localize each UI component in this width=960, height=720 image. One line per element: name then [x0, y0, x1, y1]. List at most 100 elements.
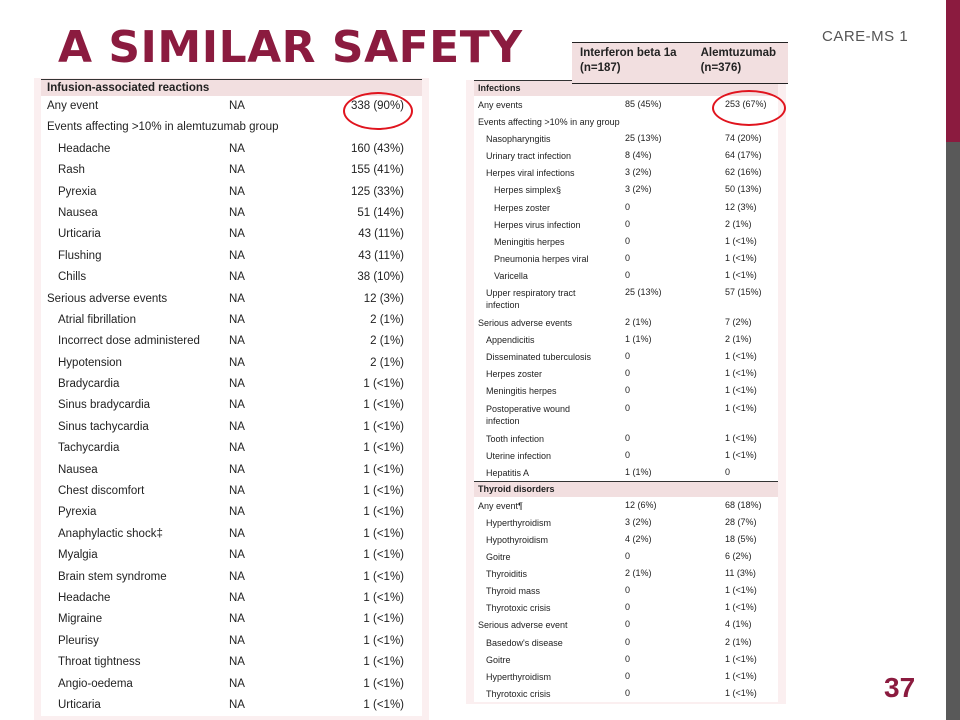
table-row: Tooth infection 0 1 (<1%) — [474, 430, 778, 447]
table-row: Hyperthyroidism 3 (2%) 28 (7%) — [474, 514, 778, 531]
column-header-alemtuzumab-name: Alemtuzumab — [700, 47, 776, 59]
row-interferon-value: 0 — [625, 218, 631, 229]
row-label: Goitre — [486, 654, 511, 665]
row-alemtuzumab-value: 1 (<1%) — [363, 485, 404, 498]
row-interferon-value: NA — [229, 442, 245, 455]
row-label: Appendicitis — [486, 335, 535, 346]
row-alemtuzumab-value: 1 (<1%) — [725, 235, 757, 246]
row-alemtuzumab-value: 1 (<1%) — [363, 634, 404, 647]
table-row: Angio-oedema NA 1 (<1%) — [41, 674, 422, 695]
row-interferon-value: NA — [229, 378, 245, 391]
table-row: Chest discomfort NA 1 (<1%) — [41, 481, 422, 502]
table-row: Basedow's disease 0 2 (1%) — [474, 634, 778, 651]
table-row: Urticaria NA 1 (<1%) — [41, 695, 422, 716]
table-row: Herpes simplex§ 3 (2%) 50 (13%) — [474, 181, 778, 198]
slide-title: A SIMILAR SAFETY — [58, 22, 523, 73]
row-interferon-value: NA — [229, 399, 245, 412]
row-interferon-value: 0 — [625, 602, 631, 613]
row-alemtuzumab-value: 64 (17%) — [725, 150, 762, 161]
table-row: Uterine infection 0 1 (<1%) — [474, 447, 778, 464]
highlight-circle-infusion-any-event — [343, 92, 413, 130]
table-row: Myalgia NA 1 (<1%) — [41, 545, 422, 566]
table-row: Atrial fibrillation NA 2 (1%) — [41, 310, 422, 331]
row-interferon-value: 0 — [625, 585, 631, 596]
table-row: Nasopharyngitis 25 (13%) 74 (20%) — [474, 130, 778, 147]
row-label: Angio-oedema — [58, 677, 133, 690]
row-interferon-value: NA — [229, 656, 245, 669]
row-alemtuzumab-value: 1 (<1%) — [725, 602, 757, 613]
row-label: Any event — [47, 100, 99, 112]
sidebar-accent-bar-top — [946, 0, 960, 142]
row-alemtuzumab-value: 1 (<1%) — [363, 399, 404, 412]
row-interferon-value: 3 (2%) — [625, 167, 652, 178]
row-alemtuzumab-value: 2 (1%) — [370, 356, 404, 369]
row-alemtuzumab-value: 1 (<1%) — [363, 570, 404, 583]
table-row: Pneumonia herpes viral 0 1 (<1%) — [474, 250, 778, 267]
column-header-alemtuzumab-n: (n=376) — [700, 62, 742, 74]
row-interferon-value: NA — [229, 271, 245, 284]
table-row: Events affecting >10% in alemtuzumab gro… — [41, 117, 422, 138]
row-label: Pyrexia — [58, 506, 97, 519]
table-row: Meningitis herpes 0 1 (<1%) — [474, 382, 778, 399]
row-label: Pleurisy — [58, 634, 99, 647]
table-row: Tachycardia NA 1 (<1%) — [41, 438, 422, 459]
row-label: Sinus tachycardia — [58, 420, 149, 433]
row-alemtuzumab-value: 1 (<1%) — [725, 269, 757, 280]
row-alemtuzumab-value: 1 (<1%) — [725, 252, 757, 263]
column-header-interferon-name: Interferon beta 1a — [580, 47, 677, 59]
row-alemtuzumab-value: 1 (<1%) — [363, 677, 404, 690]
row-alemtuzumab-value: 1 (<1%) — [725, 402, 757, 413]
row-interferon-value: 25 (13%) — [625, 287, 662, 298]
row-alemtuzumab-value: 7 (2%) — [725, 317, 752, 328]
table-row: Goitre 0 6 (2%) — [474, 548, 778, 565]
page-number: 37 — [884, 672, 916, 703]
row-interferon-value: NA — [229, 206, 245, 219]
row-interferon-value: 0 — [625, 449, 631, 460]
row-alemtuzumab-value: 12 (3%) — [363, 292, 404, 305]
column-header-interferon: Interferon beta 1a (n=187) — [572, 43, 695, 83]
table-row: Bradycardia NA 1 (<1%) — [41, 374, 422, 395]
row-alemtuzumab-value: 125 (33%) — [350, 185, 404, 198]
row-interferon-value: 0 — [625, 653, 631, 664]
table-row: Pyrexia NA 125 (33%) — [41, 182, 422, 203]
row-label: Events affecting >10% in alemtuzumab gro… — [47, 121, 279, 134]
row-label: Tachycardia — [58, 442, 120, 455]
row-label: Uterine infection — [486, 450, 552, 461]
row-alemtuzumab-value: 4 (1%) — [725, 619, 752, 630]
row-interferon-value: 3 (2%) — [625, 516, 652, 527]
row-label: Herpes zoster — [494, 202, 551, 213]
table-row: Headache NA 1 (<1%) — [41, 588, 422, 609]
row-interferon-value: 0 — [625, 252, 631, 263]
row-interferon-value: NA — [229, 485, 245, 498]
infusion-reactions-table: Infusion-associated reactions Any event N… — [41, 79, 422, 717]
row-label: Headache — [58, 591, 111, 604]
row-alemtuzumab-value: 6 (2%) — [725, 551, 752, 562]
table-row: Thyroiditis 2 (1%) 11 (3%) — [474, 565, 778, 582]
row-alemtuzumab-value: 1 (<1%) — [363, 506, 404, 519]
table-row: Meningitis herpes 0 1 (<1%) — [474, 233, 778, 250]
row-interferon-value: 1 (1%) — [625, 466, 652, 477]
row-label: Pyrexia — [58, 185, 97, 198]
row-alemtuzumab-value: 1 (<1%) — [363, 656, 404, 669]
table-row: Hypothyroidism 4 (2%) 18 (5%) — [474, 531, 778, 548]
row-interferon-value: 85 (45%) — [625, 99, 662, 109]
row-alemtuzumab-value: 62 (16%) — [725, 167, 762, 178]
row-interferon-value: NA — [229, 506, 245, 519]
row-label: Urticaria — [58, 698, 101, 711]
row-alemtuzumab-value: 1 (<1%) — [725, 670, 757, 681]
row-interferon-value: NA — [229, 313, 245, 326]
table-row: Thyroid mass 0 1 (<1%) — [474, 582, 778, 599]
row-interferon-value: NA — [229, 613, 245, 626]
row-alemtuzumab-value: 1 (<1%) — [363, 698, 404, 711]
row-alemtuzumab-value: 11 (3%) — [725, 568, 756, 579]
row-interferon-value: 0 — [625, 235, 631, 246]
row-interferon-value: 0 — [625, 269, 631, 280]
row-label: Serious adverse events — [47, 292, 168, 305]
row-label: Herpes simplex§ — [494, 185, 562, 196]
row-alemtuzumab-value: 43 (11%) — [358, 249, 404, 262]
row-interferon-value: 0 — [625, 385, 631, 396]
table-row: Incorrect dose administered NA 2 (1%) — [41, 331, 422, 352]
row-interferon-value: 0 — [625, 201, 631, 212]
row-alemtuzumab-value: 1 (<1%) — [363, 527, 404, 540]
row-alemtuzumab-value: 1 (<1%) — [363, 463, 404, 476]
